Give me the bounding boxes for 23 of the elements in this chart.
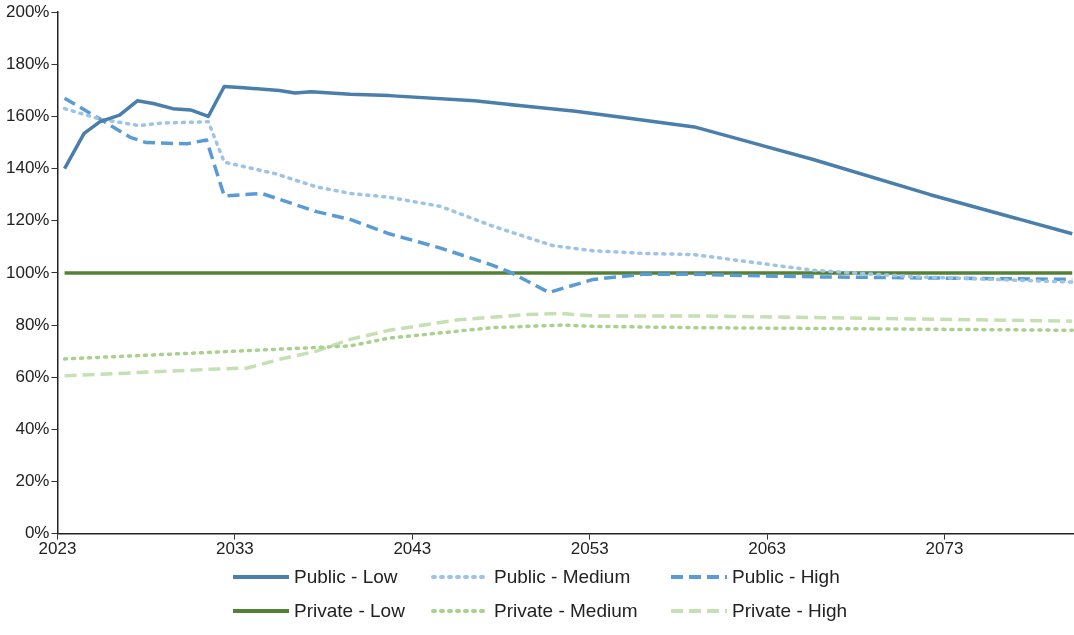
y-tick-label: 60% bbox=[15, 366, 50, 386]
legend-label: Private - High bbox=[732, 600, 848, 622]
x-tick-label: 2053 bbox=[570, 539, 609, 559]
x-tick-label: 2073 bbox=[925, 539, 964, 559]
y-tick-label: 100% bbox=[6, 262, 50, 282]
legend-label: Public - Medium bbox=[494, 566, 631, 588]
legend-label: Private - Low bbox=[294, 600, 405, 622]
legend-label: Private - Medium bbox=[494, 600, 638, 622]
y-tick-label: 80% bbox=[15, 314, 50, 334]
y-tick-label: 200% bbox=[6, 1, 50, 21]
line-series bbox=[62, 323, 1074, 361]
y-tick-label: 20% bbox=[15, 471, 50, 491]
y-tick-label: 160% bbox=[6, 106, 50, 126]
x-tick-label: 2063 bbox=[748, 539, 787, 559]
line-series bbox=[62, 311, 1074, 378]
y-tick-label: 180% bbox=[6, 54, 50, 74]
legend-label: Public - Low bbox=[294, 566, 398, 588]
x-tick-label: 2033 bbox=[215, 539, 254, 559]
x-tick-label: 2043 bbox=[393, 539, 432, 559]
legend-label: Public - High bbox=[732, 566, 840, 588]
y-tick-label: 120% bbox=[6, 210, 50, 230]
y-tick-label: 40% bbox=[15, 419, 50, 439]
y-tick-label: 140% bbox=[6, 158, 50, 178]
